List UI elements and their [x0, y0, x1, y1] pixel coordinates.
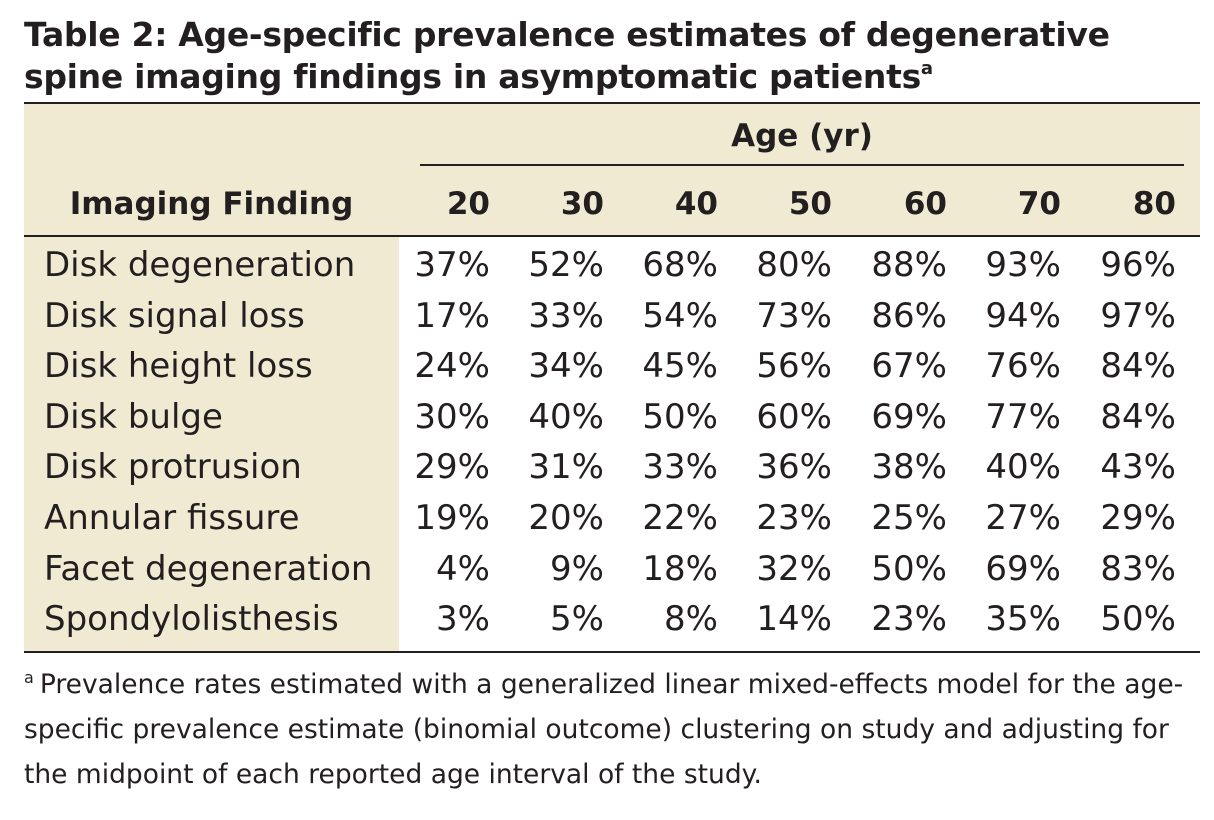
- prevalence-cell: 23%: [871, 599, 947, 640]
- prevalence-cell: 24%: [414, 346, 490, 387]
- table-row: Disk signal loss 17% 33% 54% 73% 86% 94% 97%: [24, 291, 1200, 341]
- prevalence-cell: 29%: [414, 447, 490, 488]
- finding-label: Disk signal loss: [44, 295, 305, 336]
- prevalence-cell: 4%: [436, 548, 490, 589]
- prevalence-cell: 83%: [1100, 548, 1176, 589]
- table-footnote: a Prevalence rates estimated with a gener…: [24, 662, 1202, 797]
- prevalence-cell: 22%: [642, 498, 718, 538]
- header-row: Imaging Finding 20 30 40 50 60 70 80: [24, 182, 1200, 226]
- finding-column-shading: [24, 237, 399, 651]
- prevalence-cell: 88%: [871, 245, 947, 285]
- table-row: Disk height loss 24% 34% 45% 56% 67% 76% 84%: [24, 341, 1200, 391]
- table-row: Disk degeneration 37% 52% 68% 80% 88% 93% 96%: [24, 240, 1200, 290]
- table-row: Spondylolisthesis 3% 5% 8% 14% 23% 35% 50%: [24, 594, 1200, 644]
- finding-label: Annular fissure: [44, 498, 300, 538]
- bottom-rule: [24, 651, 1200, 653]
- age-column-header: 60: [903, 186, 947, 222]
- prevalence-cell: 20%: [528, 498, 604, 538]
- prevalence-cell: 8%: [664, 599, 718, 640]
- age-column-header: 40: [674, 186, 718, 222]
- age-column-header: 50: [788, 186, 832, 222]
- prevalence-cell: 31%: [528, 447, 604, 488]
- prevalence-cell: 33%: [528, 295, 604, 336]
- prevalence-cell: 52%: [528, 245, 604, 285]
- prevalence-cell: 33%: [642, 447, 718, 488]
- age-group-rule: [420, 164, 1184, 166]
- table-title: Table 2: Age-specific prevalence estimat…: [24, 14, 1204, 98]
- finding-label: Disk degeneration: [44, 245, 356, 285]
- finding-label: Disk height loss: [44, 346, 313, 387]
- table-row: Annular fissure 19% 20% 22% 23% 25% 27% 29%: [24, 493, 1200, 543]
- prevalence-cell: 93%: [985, 245, 1061, 285]
- prevalence-cell: 27%: [985, 498, 1061, 538]
- prevalence-cell: 80%: [756, 245, 832, 285]
- prevalence-cell: 25%: [871, 498, 947, 538]
- prevalence-cell: 9%: [550, 548, 604, 589]
- finding-column-header: Imaging Finding: [69, 186, 354, 222]
- prevalence-cell: 50%: [1100, 599, 1176, 640]
- header-shading: [24, 104, 1200, 235]
- prevalence-cell: 69%: [871, 396, 947, 437]
- prevalence-cell: 38%: [871, 447, 947, 488]
- prevalence-cell: 97%: [1100, 295, 1176, 336]
- age-column-header: 30: [560, 186, 604, 222]
- finding-label: Disk bulge: [44, 396, 223, 437]
- table-title-text: Table 2: Age-specific prevalence estimat…: [24, 15, 1110, 96]
- prevalence-cell: 30%: [414, 396, 490, 437]
- prevalence-cell: 50%: [871, 548, 947, 589]
- prevalence-cell: 17%: [414, 295, 490, 336]
- prevalence-cell: 14%: [756, 599, 832, 640]
- age-column-header: 70: [1017, 186, 1061, 222]
- prevalence-cell: 43%: [1100, 447, 1176, 488]
- prevalence-cell: 84%: [1100, 396, 1176, 437]
- age-group-label: Age (yr): [731, 118, 873, 154]
- header-rule: [24, 235, 1200, 237]
- finding-label: Facet degeneration: [44, 548, 373, 589]
- prevalence-cell: 35%: [985, 599, 1061, 640]
- prevalence-cell: 69%: [985, 548, 1061, 589]
- table-row: Disk bulge 30% 40% 50% 60% 69% 77% 84%: [24, 392, 1200, 442]
- prevalence-cell: 5%: [550, 599, 604, 640]
- prevalence-cell: 56%: [756, 346, 832, 387]
- footnote-marker: a: [24, 668, 34, 687]
- prevalence-cell: 40%: [985, 447, 1061, 488]
- title-footnote-marker: a: [920, 58, 933, 79]
- prevalence-cell: 19%: [414, 498, 490, 538]
- prevalence-cell: 45%: [642, 346, 718, 387]
- prevalence-cell: 36%: [756, 447, 832, 488]
- age-column-header: 80: [1132, 186, 1176, 222]
- prevalence-cell: 67%: [871, 346, 947, 387]
- top-rule: [24, 102, 1200, 104]
- prevalence-cell: 23%: [756, 498, 832, 538]
- table-row: Facet degeneration 4% 9% 18% 32% 50% 69% 83%: [24, 544, 1200, 594]
- finding-label: Spondylolisthesis: [44, 599, 339, 640]
- prevalence-cell: 86%: [871, 295, 947, 336]
- prevalence-cell: 73%: [756, 295, 832, 336]
- prevalence-cell: 50%: [642, 396, 718, 437]
- prevalence-cell: 34%: [528, 346, 604, 387]
- footnote-text: Prevalence rates estimated with a genera…: [24, 669, 1184, 790]
- prevalence-cell: 76%: [985, 346, 1061, 387]
- prevalence-cell: 60%: [756, 396, 832, 437]
- prevalence-cell: 18%: [642, 548, 718, 589]
- prevalence-cell: 77%: [985, 396, 1061, 437]
- age-column-header: 20: [446, 186, 490, 222]
- prevalence-cell: 3%: [436, 599, 490, 640]
- prevalence-cell: 40%: [528, 396, 604, 437]
- prevalence-cell: 68%: [642, 245, 718, 285]
- prevalence-cell: 94%: [985, 295, 1061, 336]
- prevalence-table: Age (yr) Imaging Finding 20 30 40 50 60 70 80 …: [24, 102, 1200, 654]
- prevalence-cell: 32%: [756, 548, 832, 589]
- finding-label: Disk protrusion: [44, 447, 302, 488]
- table-row: Disk protrusion 29% 31% 33% 36% 38% 40% 43%: [24, 442, 1200, 492]
- prevalence-cell: 54%: [642, 295, 718, 336]
- prevalence-cell: 84%: [1100, 346, 1176, 387]
- prevalence-cell: 37%: [414, 245, 490, 285]
- prevalence-cell: 96%: [1100, 245, 1176, 285]
- prevalence-cell: 29%: [1100, 498, 1176, 538]
